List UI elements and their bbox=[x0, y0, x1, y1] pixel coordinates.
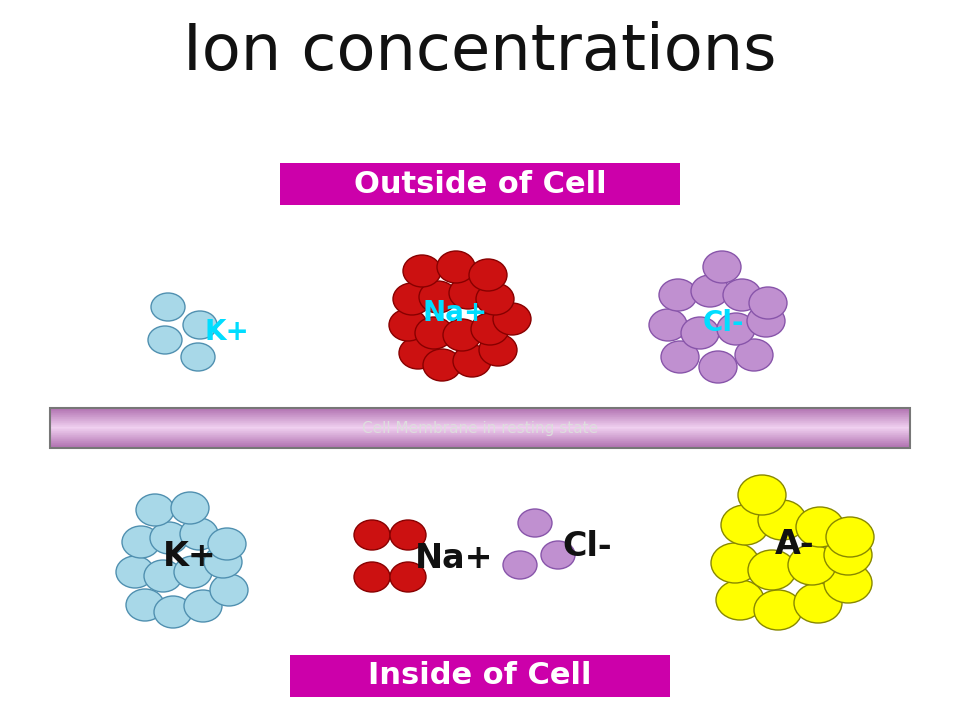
Ellipse shape bbox=[503, 551, 537, 579]
FancyBboxPatch shape bbox=[280, 163, 680, 205]
Ellipse shape bbox=[493, 303, 531, 335]
Ellipse shape bbox=[180, 518, 218, 550]
Ellipse shape bbox=[758, 500, 806, 540]
Ellipse shape bbox=[204, 546, 242, 578]
Ellipse shape bbox=[824, 563, 872, 603]
Ellipse shape bbox=[148, 326, 182, 354]
Ellipse shape bbox=[747, 305, 785, 337]
Ellipse shape bbox=[749, 287, 787, 319]
Text: Outside of Cell: Outside of Cell bbox=[353, 169, 607, 199]
Ellipse shape bbox=[208, 528, 246, 560]
Text: Inside of Cell: Inside of Cell bbox=[369, 662, 591, 690]
Ellipse shape bbox=[437, 251, 475, 283]
Ellipse shape bbox=[681, 317, 719, 349]
Ellipse shape bbox=[453, 345, 491, 377]
Ellipse shape bbox=[393, 283, 431, 315]
Ellipse shape bbox=[423, 349, 461, 381]
Ellipse shape bbox=[136, 494, 174, 526]
Ellipse shape bbox=[390, 562, 426, 592]
Ellipse shape bbox=[717, 313, 755, 345]
Ellipse shape bbox=[354, 562, 390, 592]
Ellipse shape bbox=[184, 590, 222, 622]
Text: Cell Membrane in resting state: Cell Membrane in resting state bbox=[362, 420, 598, 436]
Ellipse shape bbox=[794, 583, 842, 623]
Ellipse shape bbox=[354, 520, 390, 550]
Ellipse shape bbox=[181, 343, 215, 371]
Ellipse shape bbox=[735, 339, 773, 371]
Ellipse shape bbox=[796, 507, 844, 547]
Ellipse shape bbox=[479, 334, 517, 366]
Ellipse shape bbox=[471, 313, 509, 345]
Text: Na+: Na+ bbox=[415, 542, 493, 575]
Ellipse shape bbox=[649, 309, 687, 341]
Ellipse shape bbox=[403, 255, 441, 287]
Ellipse shape bbox=[826, 517, 874, 557]
Ellipse shape bbox=[711, 543, 759, 583]
Ellipse shape bbox=[661, 341, 699, 373]
Ellipse shape bbox=[754, 590, 802, 630]
Ellipse shape bbox=[788, 545, 836, 585]
Ellipse shape bbox=[723, 279, 761, 311]
Ellipse shape bbox=[122, 526, 160, 558]
Ellipse shape bbox=[419, 281, 457, 313]
Ellipse shape bbox=[415, 317, 453, 349]
Ellipse shape bbox=[691, 275, 729, 307]
Ellipse shape bbox=[703, 251, 741, 283]
Ellipse shape bbox=[721, 505, 769, 545]
Ellipse shape bbox=[154, 596, 192, 628]
Ellipse shape bbox=[183, 311, 217, 339]
Ellipse shape bbox=[150, 522, 188, 554]
Ellipse shape bbox=[389, 309, 427, 341]
Ellipse shape bbox=[116, 556, 154, 588]
Ellipse shape bbox=[518, 509, 552, 537]
Ellipse shape bbox=[151, 293, 185, 321]
Ellipse shape bbox=[144, 560, 182, 592]
Ellipse shape bbox=[541, 541, 575, 569]
Ellipse shape bbox=[699, 351, 737, 383]
Ellipse shape bbox=[443, 319, 481, 351]
Ellipse shape bbox=[399, 337, 437, 369]
Ellipse shape bbox=[716, 580, 764, 620]
Text: K+: K+ bbox=[204, 318, 249, 346]
FancyBboxPatch shape bbox=[290, 655, 670, 697]
Ellipse shape bbox=[174, 556, 212, 588]
Ellipse shape bbox=[210, 574, 248, 606]
Text: Cl-: Cl- bbox=[703, 309, 744, 337]
Ellipse shape bbox=[469, 259, 507, 291]
Text: Na+: Na+ bbox=[422, 299, 488, 327]
Ellipse shape bbox=[390, 520, 426, 550]
Ellipse shape bbox=[476, 283, 514, 315]
Ellipse shape bbox=[171, 492, 209, 524]
Ellipse shape bbox=[659, 279, 697, 311]
Ellipse shape bbox=[824, 535, 872, 575]
Ellipse shape bbox=[449, 277, 487, 309]
Ellipse shape bbox=[738, 475, 786, 515]
Text: A-: A- bbox=[775, 528, 815, 562]
Text: K+: K+ bbox=[163, 539, 217, 572]
Text: Ion concentrations: Ion concentrations bbox=[183, 21, 777, 83]
Text: Cl-: Cl- bbox=[562, 531, 612, 564]
Ellipse shape bbox=[748, 550, 796, 590]
Ellipse shape bbox=[126, 589, 164, 621]
